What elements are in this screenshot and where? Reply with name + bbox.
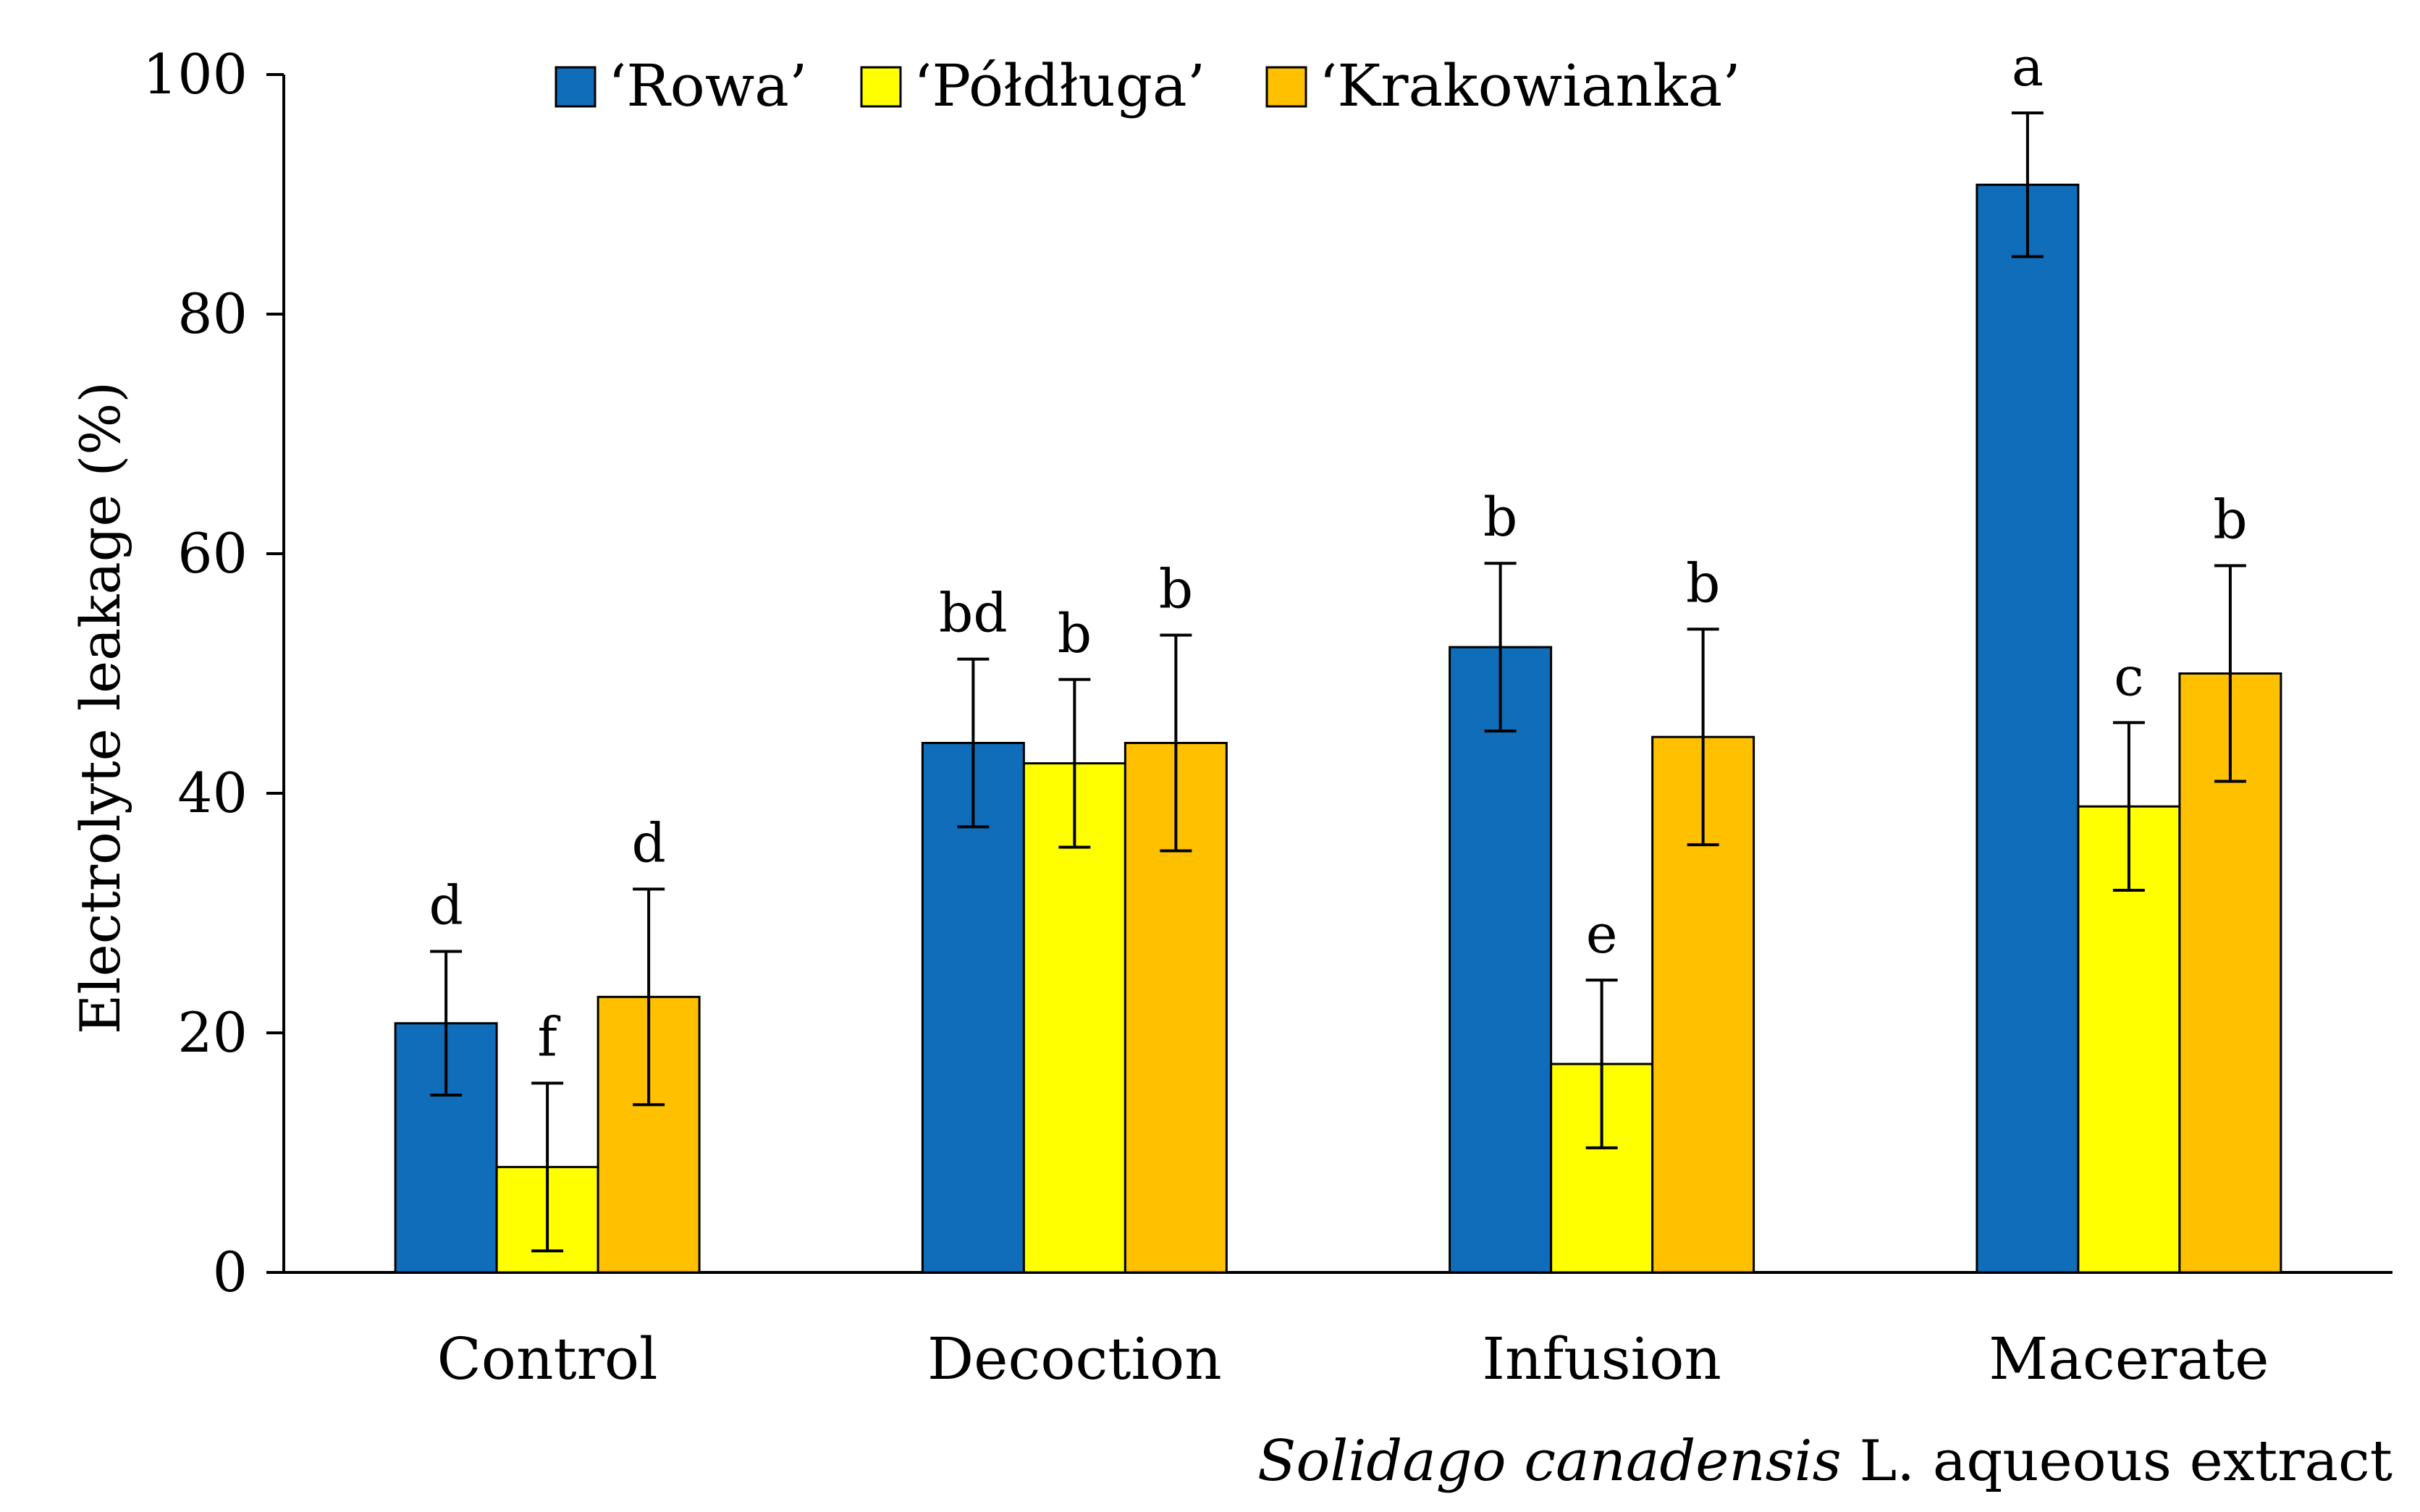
x-axis-title-rest: L. aqueous extract (1842, 1429, 2392, 1494)
x-axis-title-italic: Solidago canadensis (1257, 1429, 1842, 1494)
significance-letter: f (537, 1007, 560, 1069)
significance-letter: b (1159, 559, 1193, 621)
y-axis-title: Electrolyte leakage (%) (68, 381, 132, 1034)
significance-letter: e (1586, 903, 1618, 966)
y-tick-label: 100 (143, 42, 248, 106)
category-label: Infusion (1482, 1325, 1721, 1393)
significance-letter: a (2012, 36, 2044, 98)
bar (921, 741, 1025, 1274)
legend-label: ‘Półdługa’ (914, 52, 1205, 119)
legend-label: ‘Rowa’ (608, 52, 807, 119)
y-tick-label: 40 (177, 761, 248, 825)
bars (394, 111, 2282, 1274)
category-label: Control (437, 1325, 658, 1393)
category-label: Macerate (1989, 1325, 2269, 1393)
significance-letter: b (2213, 489, 2247, 552)
significance-letter: c (2114, 646, 2143, 708)
legend: ‘Rowa’ ‘Półdługa’ ‘Krakowianka’ (555, 52, 1741, 119)
significance-letter: bd (939, 583, 1008, 645)
x-axis-title: Solidago canadensis L. aqueous extract (1257, 1429, 2392, 1494)
legend-label: ‘Krakowianka’ (1319, 52, 1741, 119)
significance-letter: d (429, 874, 463, 937)
legend-swatch (555, 66, 596, 108)
axes: 0 20 40 60 80 100 (143, 42, 2392, 1304)
y-tick-label: 0 (213, 1240, 248, 1304)
bar (1449, 646, 1553, 1274)
significance-letter: b (1058, 603, 1092, 665)
category-label: Decoction (927, 1325, 1222, 1393)
significance-letter: b (1483, 486, 1517, 549)
significance-letter: d (631, 812, 665, 874)
legend-swatch (1265, 66, 1307, 108)
y-tick-label: 80 (177, 282, 248, 346)
legend-swatch (860, 66, 902, 108)
bar (1976, 183, 2080, 1274)
y-tick-label: 20 (177, 1000, 248, 1065)
y-tick-label: 60 (177, 521, 248, 586)
significance-letter: b (1686, 552, 1720, 614)
